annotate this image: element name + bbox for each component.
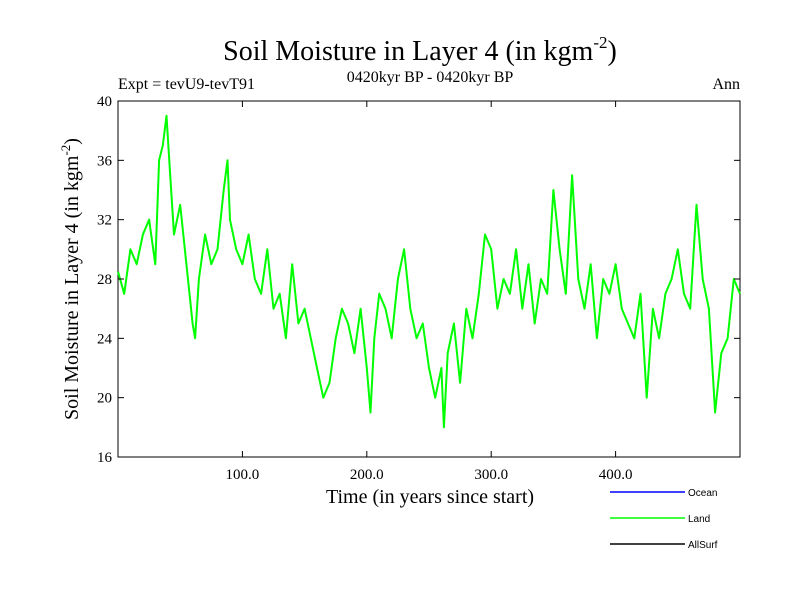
y-tick-label: 40 (97, 94, 112, 110)
y-tick-label: 36 (97, 153, 113, 169)
y-tick-label: 20 (97, 391, 112, 407)
legend-label-allsurf: AllSurf (688, 540, 718, 551)
x-tick-label: 100.0 (226, 467, 260, 483)
legend: Ocean Land AllSurf (610, 488, 718, 551)
y-tick-label: 16 (97, 450, 113, 466)
y-tick-label: 28 (97, 272, 112, 288)
legend-label-land: Land (688, 514, 710, 525)
chart-subtitle: 0420kyr BP - 0420kyr BP (347, 69, 514, 86)
y-tick-label: 32 (97, 213, 112, 229)
y-axis-label: Soil Moisture in Layer 4 (in kgm-2) (58, 138, 83, 420)
experiment-label: Expt = tevU9-tevT91 (118, 76, 255, 93)
chart-title: Soil Moisture in Layer 4 (in kgm-2) (223, 33, 617, 67)
x-axis-label: Time (in years since start) (326, 486, 534, 508)
period-label: Ann (712, 76, 740, 93)
legend-label-ocean: Ocean (688, 488, 717, 499)
x-tick-label: 400.0 (599, 467, 633, 483)
y-tick-label: 24 (97, 331, 113, 347)
series-line-land (117, 114, 741, 429)
x-tick-label: 300.0 (474, 467, 508, 483)
axis-layer: 100.0 200.0 300.0 400.0 16 20 24 28 32 36 40 (97, 94, 740, 483)
series-layer (117, 114, 741, 429)
x-tick-label: 200.0 (350, 467, 384, 483)
plot-frame (117, 100, 741, 458)
